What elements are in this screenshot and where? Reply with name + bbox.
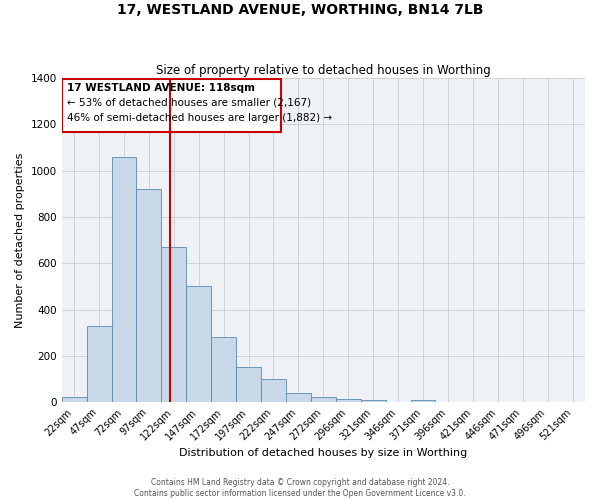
Text: ← 53% of detached houses are smaller (2,167): ← 53% of detached houses are smaller (2,… <box>67 98 311 108</box>
Bar <box>161 247 186 402</box>
Bar <box>286 394 311 402</box>
Text: 46% of semi-detached houses are larger (1,882) →: 46% of semi-detached houses are larger (… <box>67 113 332 123</box>
Bar <box>311 397 336 402</box>
Bar <box>136 189 161 402</box>
Bar <box>236 368 261 402</box>
Bar <box>410 400 436 402</box>
Y-axis label: Number of detached properties: Number of detached properties <box>15 152 25 328</box>
Bar <box>261 379 286 402</box>
Bar <box>336 398 361 402</box>
Text: 17 WESTLAND AVENUE: 118sqm: 17 WESTLAND AVENUE: 118sqm <box>67 83 254 93</box>
Bar <box>62 398 86 402</box>
X-axis label: Distribution of detached houses by size in Worthing: Distribution of detached houses by size … <box>179 448 467 458</box>
Title: Size of property relative to detached houses in Worthing: Size of property relative to detached ho… <box>156 64 491 77</box>
Bar <box>186 286 211 402</box>
Bar <box>86 326 112 402</box>
Text: 17, WESTLAND AVENUE, WORTHING, BN14 7LB: 17, WESTLAND AVENUE, WORTHING, BN14 7LB <box>117 2 483 16</box>
Bar <box>211 338 236 402</box>
Bar <box>112 157 136 402</box>
FancyBboxPatch shape <box>62 78 281 132</box>
Bar <box>361 400 386 402</box>
Text: Contains HM Land Registry data © Crown copyright and database right 2024.
Contai: Contains HM Land Registry data © Crown c… <box>134 478 466 498</box>
